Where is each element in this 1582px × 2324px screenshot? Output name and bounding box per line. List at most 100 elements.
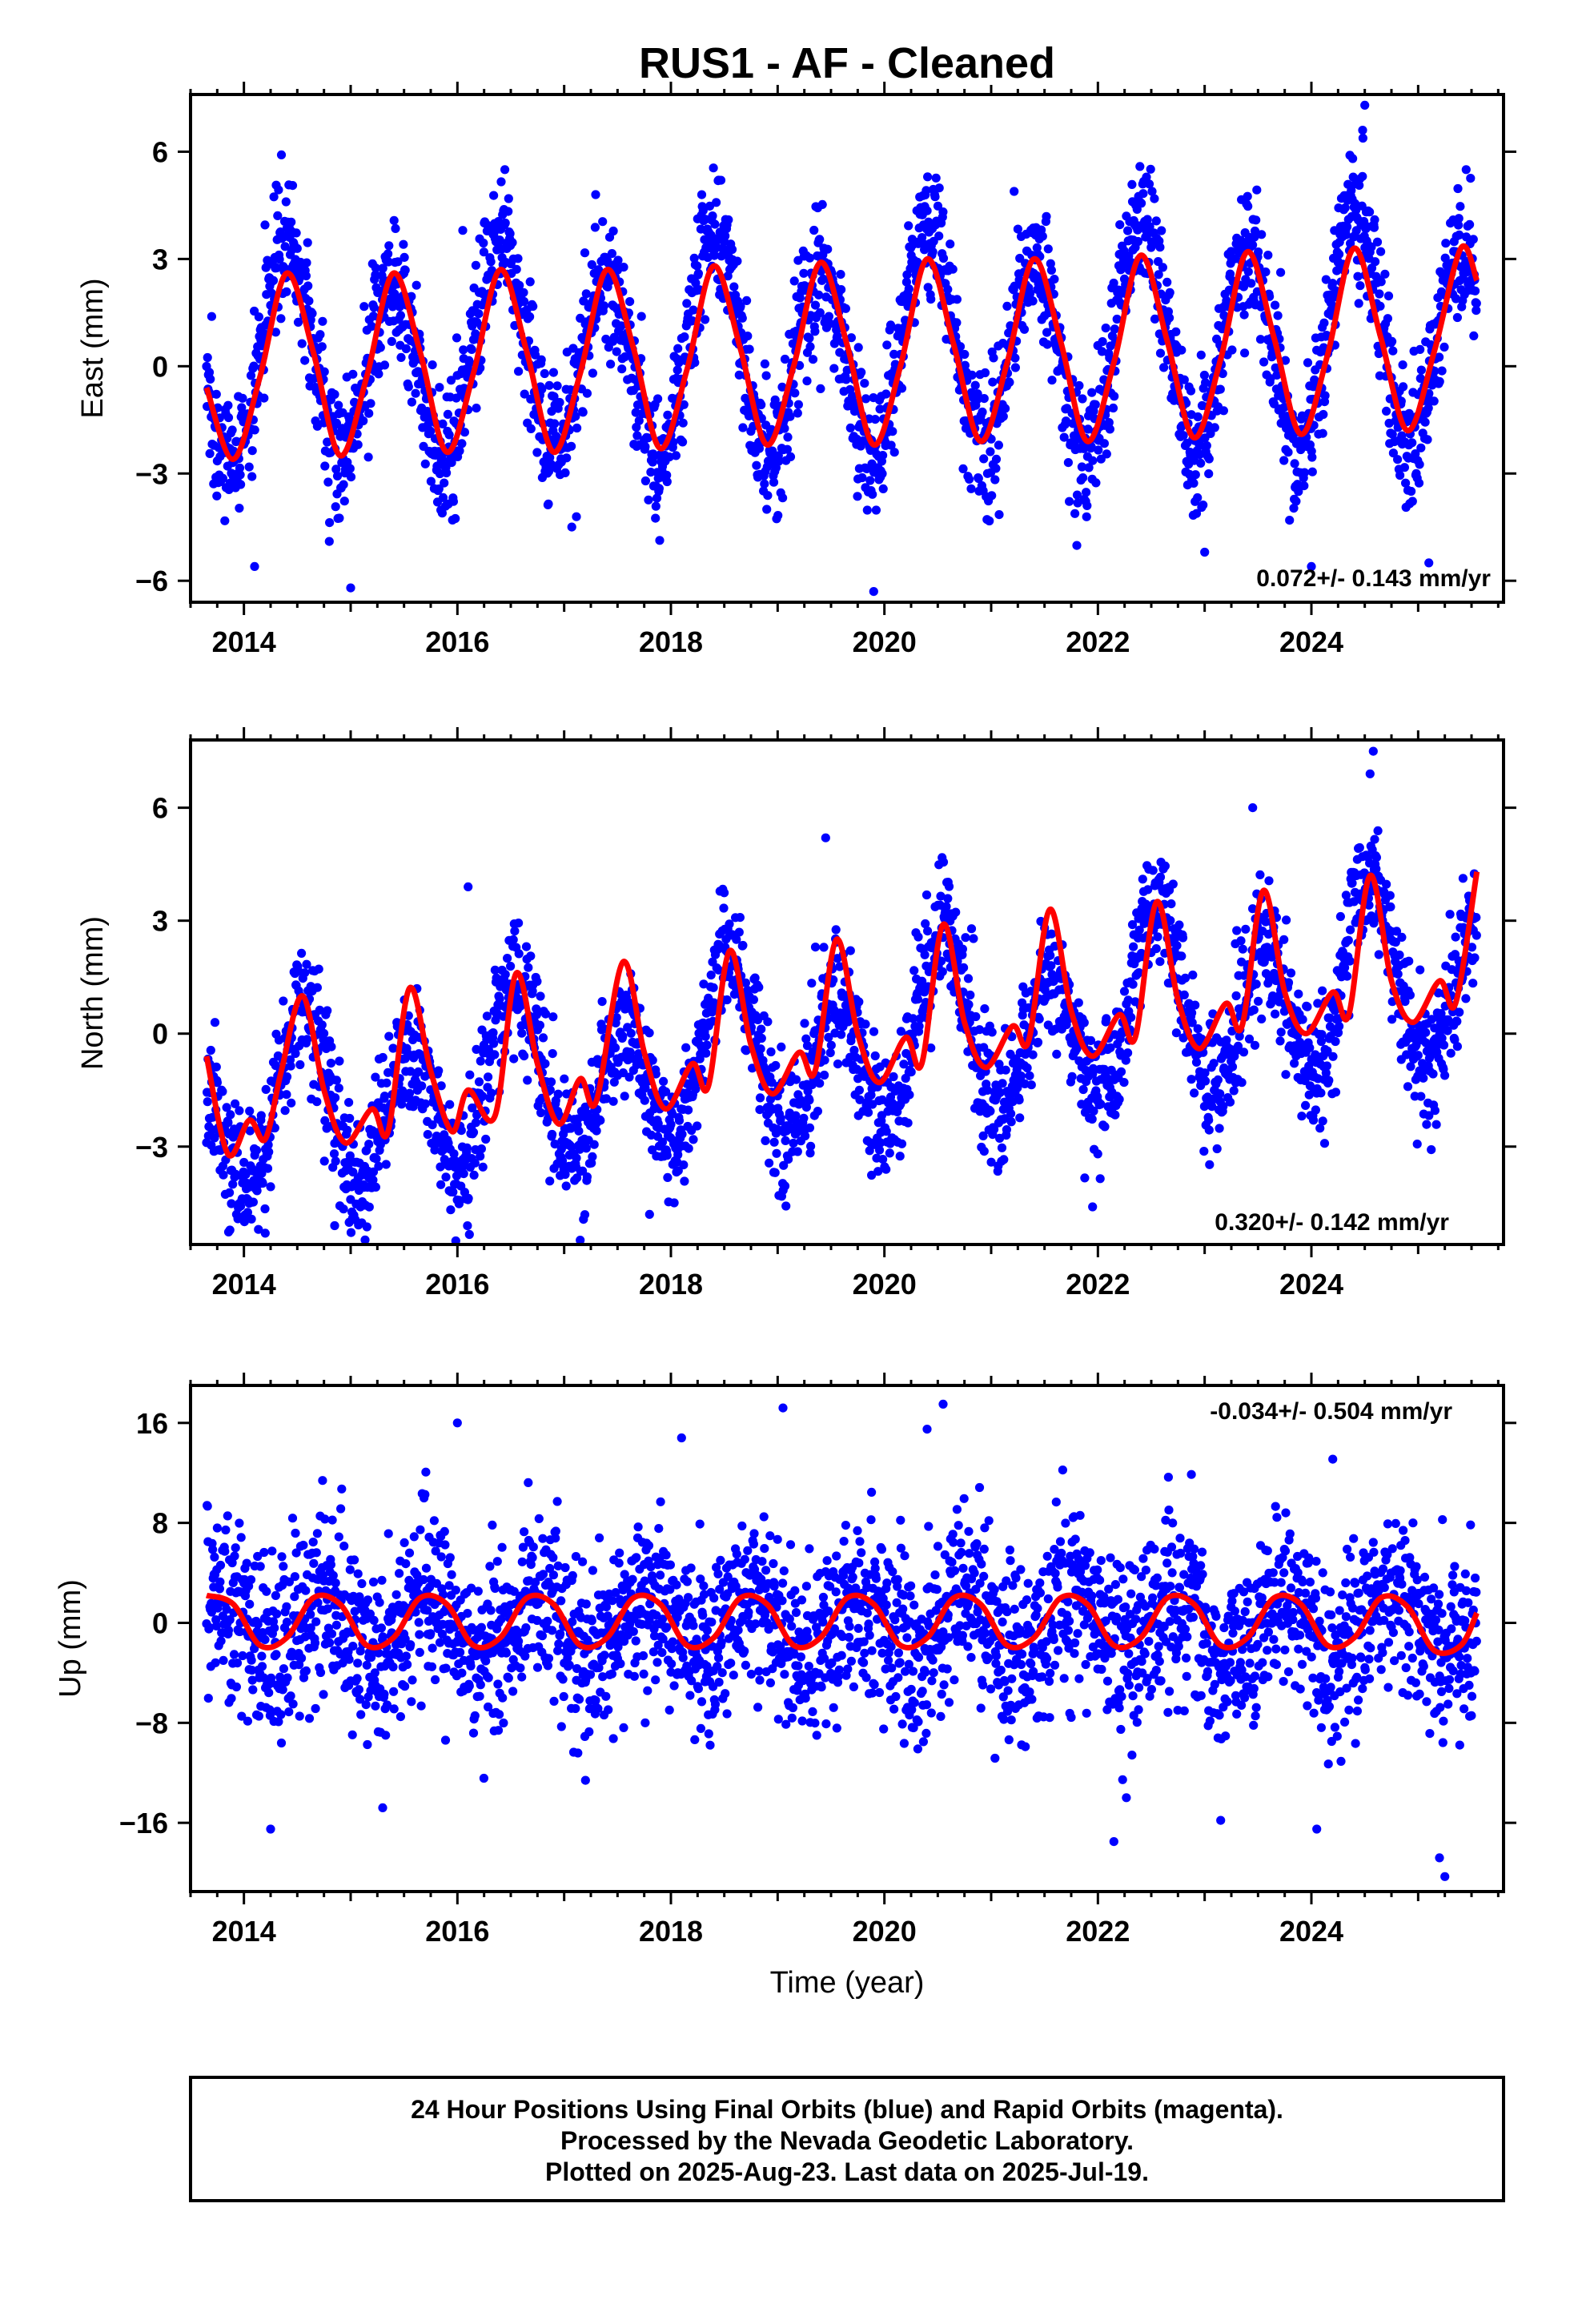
east-data-point — [1082, 501, 1092, 511]
north-data-point — [538, 1033, 548, 1043]
east-data-point — [393, 257, 403, 267]
north-data-point — [329, 1149, 339, 1159]
north-data-point — [1052, 1049, 1062, 1059]
east-data-point — [1254, 247, 1263, 257]
north-data-point — [878, 1155, 888, 1164]
east-data-point — [643, 433, 653, 443]
north-data-point — [986, 1106, 995, 1116]
north-data-point — [805, 1123, 815, 1132]
east-data-point — [888, 427, 897, 436]
east-data-point — [1255, 335, 1266, 344]
east-data-point — [1415, 344, 1425, 354]
north-data-point — [845, 946, 855, 955]
east-data-point — [269, 192, 279, 202]
east-data-point — [1452, 312, 1462, 323]
east-data-point — [979, 394, 989, 404]
east-data-point — [315, 330, 325, 340]
north-data-point — [772, 1148, 781, 1158]
east-data-point — [371, 263, 380, 273]
east-data-point — [934, 183, 944, 193]
north-data-point — [548, 1129, 557, 1140]
north-data-point — [465, 1070, 475, 1080]
north-data-point — [749, 995, 759, 1004]
east-data-point — [448, 497, 459, 506]
north-data-point — [679, 1160, 689, 1170]
east-data-point — [548, 368, 559, 377]
north-data-point — [206, 1045, 215, 1055]
east-data-point — [474, 309, 484, 319]
east-data-point — [363, 452, 373, 462]
north-data-point — [227, 1199, 236, 1208]
east-data-point — [990, 475, 1000, 485]
north-data-point — [225, 1188, 235, 1197]
east-data-point — [824, 312, 833, 321]
east-data-point — [1380, 269, 1390, 279]
east-data-point — [678, 418, 688, 428]
east-data-point — [1077, 462, 1086, 472]
east-data-point — [1150, 314, 1160, 324]
east-data-point — [994, 510, 1004, 520]
east-data-point — [651, 513, 661, 523]
north-data-point — [441, 1172, 451, 1182]
north-data-point — [1025, 1071, 1034, 1080]
north-data-point — [1014, 1096, 1024, 1105]
east-data-point — [774, 456, 784, 466]
east-data-point — [300, 356, 310, 365]
east-data-point — [371, 270, 380, 279]
east-data-point — [1042, 211, 1051, 221]
east-data-point — [512, 264, 521, 274]
east-data-point — [1199, 501, 1208, 510]
east-data-point — [837, 285, 846, 295]
north-data-point — [820, 1070, 829, 1080]
east-data-point — [651, 501, 661, 511]
east-data-point — [710, 219, 720, 229]
north-data-point — [500, 970, 510, 979]
east-data-point — [1146, 164, 1155, 174]
east-data-point — [567, 522, 576, 532]
north-data-point — [921, 890, 932, 900]
east-data-point — [1358, 133, 1367, 143]
east-data-point — [1240, 348, 1250, 358]
east-data-point — [662, 470, 672, 480]
north-data-point — [434, 1066, 444, 1076]
east-data-point — [865, 476, 875, 485]
east-data-point — [459, 345, 468, 355]
east-data-point — [437, 509, 448, 518]
east-data-point — [1193, 412, 1203, 422]
east-data-point — [693, 261, 702, 271]
east-data-point — [1407, 497, 1417, 506]
east-data-point — [1204, 454, 1214, 464]
east-data-point — [1250, 226, 1260, 236]
north-data-point — [1121, 1055, 1130, 1065]
north-data-point — [597, 997, 607, 1007]
north-data-point — [1128, 979, 1138, 989]
north-data-point — [1148, 866, 1158, 875]
east-data-point — [743, 332, 753, 341]
east-data-point — [1150, 194, 1159, 203]
east-data-point — [923, 283, 933, 292]
east-data-point — [317, 342, 327, 352]
east-data-point — [799, 268, 809, 278]
east-data-point — [572, 423, 582, 433]
north-data-point — [958, 944, 967, 954]
east-data-point — [805, 342, 815, 352]
east-data-point — [1468, 235, 1478, 244]
east-data-point — [438, 419, 448, 429]
north-data-point — [923, 927, 933, 936]
east-data-point — [857, 368, 866, 377]
east-data-point — [353, 440, 363, 449]
east-data-point — [591, 190, 600, 199]
north-data-point — [942, 902, 951, 911]
east-data-point — [1083, 424, 1093, 434]
north-data-point — [546, 1077, 556, 1087]
east-data-point — [709, 251, 719, 260]
north-data-point — [535, 1020, 545, 1030]
east-data-point — [652, 493, 662, 503]
east-data-point — [1219, 311, 1229, 320]
north-data-point — [761, 1136, 770, 1145]
east-data-point — [374, 369, 383, 379]
east-data-point — [1271, 300, 1280, 310]
east-data-point — [379, 360, 390, 370]
north-data-point — [684, 1144, 693, 1153]
north-data-point — [1078, 1084, 1088, 1095]
